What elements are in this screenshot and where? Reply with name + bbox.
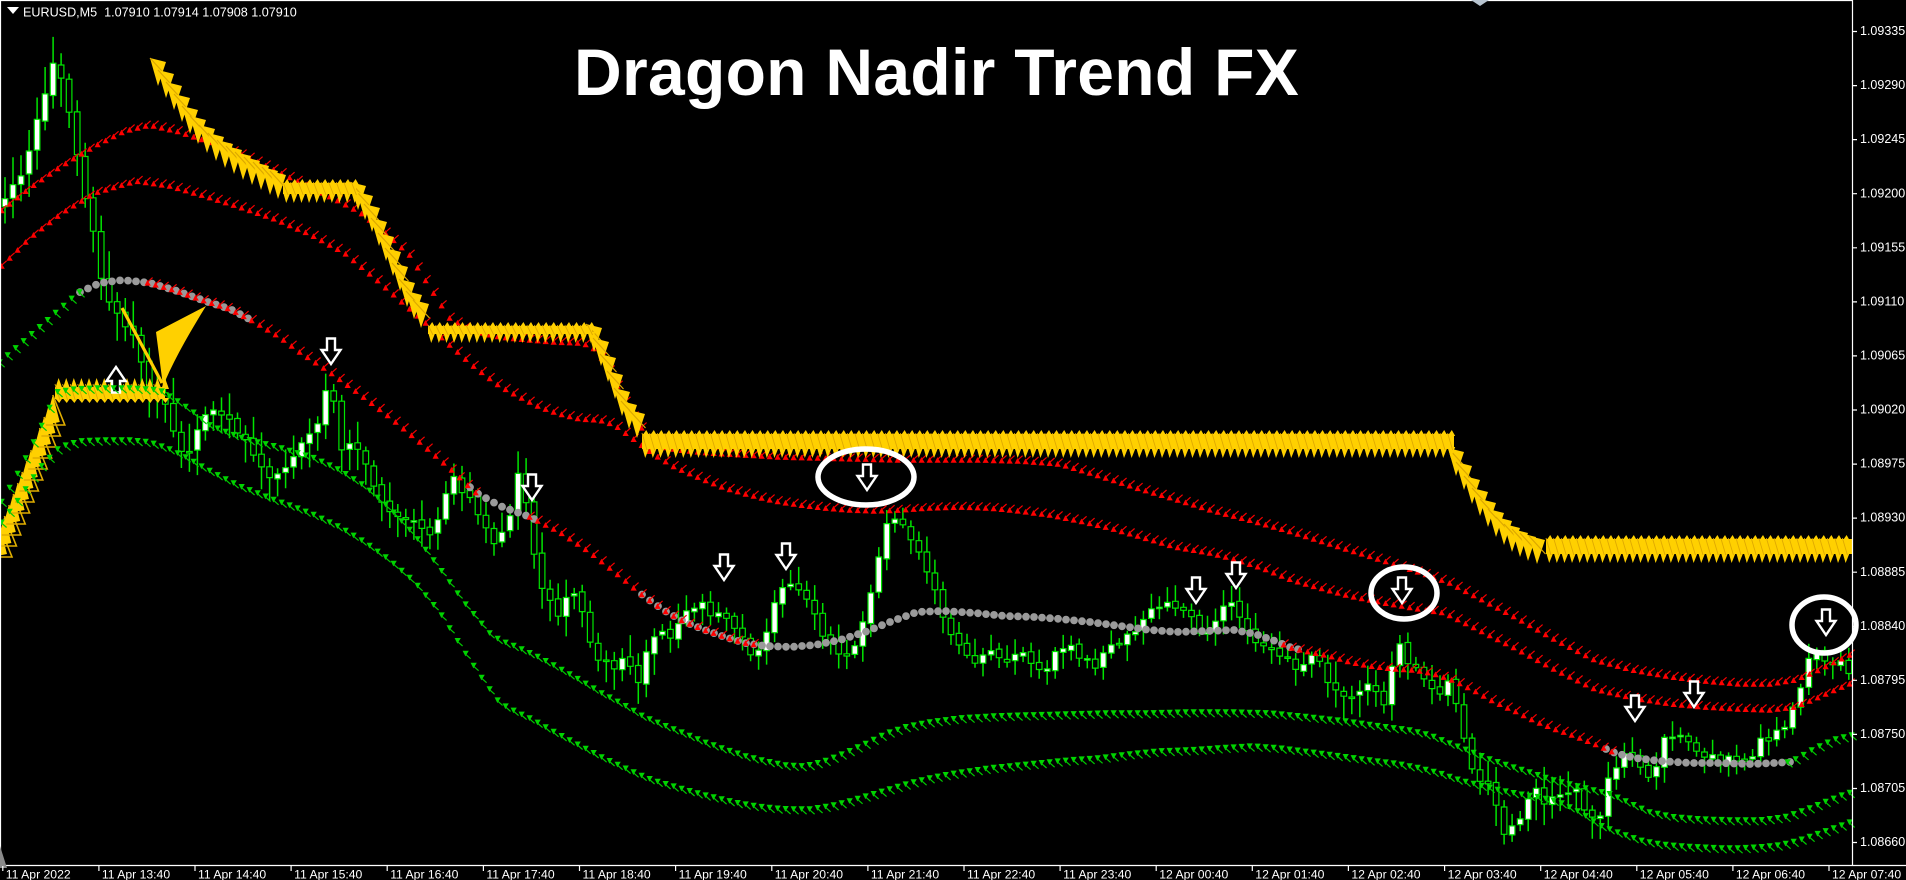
svg-text:12 Apr 01:40: 12 Apr 01:40	[1255, 868, 1324, 880]
svg-text:EURUSD,M5 1.07910 1.07914 1.0: EURUSD,M5 1.07910 1.07914 1.07908 1.0791…	[23, 6, 297, 20]
svg-text:11 Apr 21:40: 11 Apr 21:40	[871, 868, 939, 880]
svg-text:11 Apr 18:40: 11 Apr 18:40	[583, 868, 651, 880]
svg-text:1.08750: 1.08750	[1860, 727, 1905, 741]
svg-text:1.09155: 1.09155	[1860, 240, 1905, 254]
svg-text:1.08705: 1.08705	[1860, 781, 1905, 795]
svg-text:1.08840: 1.08840	[1860, 619, 1905, 633]
svg-text:12 Apr 02:40: 12 Apr 02:40	[1351, 868, 1420, 880]
svg-text:1.08975: 1.08975	[1860, 457, 1905, 471]
svg-text:1.09065: 1.09065	[1860, 349, 1905, 363]
svg-text:1.09335: 1.09335	[1860, 24, 1905, 38]
svg-text:11 Apr 19:40: 11 Apr 19:40	[679, 868, 747, 880]
svg-text:12 Apr 00:40: 12 Apr 00:40	[1159, 868, 1228, 880]
svg-text:11 Apr 2022: 11 Apr 2022	[6, 868, 71, 880]
svg-text:12 Apr 06:40: 12 Apr 06:40	[1736, 868, 1805, 880]
svg-text:1.09020: 1.09020	[1860, 403, 1905, 417]
svg-text:1.08795: 1.08795	[1860, 673, 1905, 687]
svg-text:1.08885: 1.08885	[1860, 565, 1905, 579]
svg-text:11 Apr 16:40: 11 Apr 16:40	[390, 868, 458, 880]
svg-text:12 Apr 07:40: 12 Apr 07:40	[1832, 868, 1901, 880]
svg-text:12 Apr 03:40: 12 Apr 03:40	[1448, 868, 1517, 880]
svg-text:11 Apr 15:40: 11 Apr 15:40	[294, 868, 362, 880]
svg-text:12 Apr 05:40: 12 Apr 05:40	[1640, 868, 1709, 880]
svg-text:11 Apr 23:40: 11 Apr 23:40	[1063, 868, 1131, 880]
svg-text:1.08930: 1.08930	[1860, 511, 1905, 525]
svg-text:1.08660: 1.08660	[1860, 835, 1905, 849]
svg-text:1.09200: 1.09200	[1860, 186, 1905, 200]
svg-text:11 Apr 20:40: 11 Apr 20:40	[775, 868, 843, 880]
svg-text:Dragon Nadir Trend FX: Dragon Nadir Trend FX	[574, 35, 1299, 109]
svg-text:1.09245: 1.09245	[1860, 132, 1905, 146]
svg-text:1.09110: 1.09110	[1860, 295, 1904, 309]
svg-text:12 Apr 04:40: 12 Apr 04:40	[1544, 868, 1613, 880]
svg-text:1.09290: 1.09290	[1860, 78, 1905, 92]
svg-text:11 Apr 22:40: 11 Apr 22:40	[967, 868, 1035, 880]
svg-text:11 Apr 17:40: 11 Apr 17:40	[486, 868, 554, 880]
svg-text:11 Apr 13:40: 11 Apr 13:40	[102, 868, 170, 880]
svg-text:11 Apr 14:40: 11 Apr 14:40	[198, 868, 266, 880]
